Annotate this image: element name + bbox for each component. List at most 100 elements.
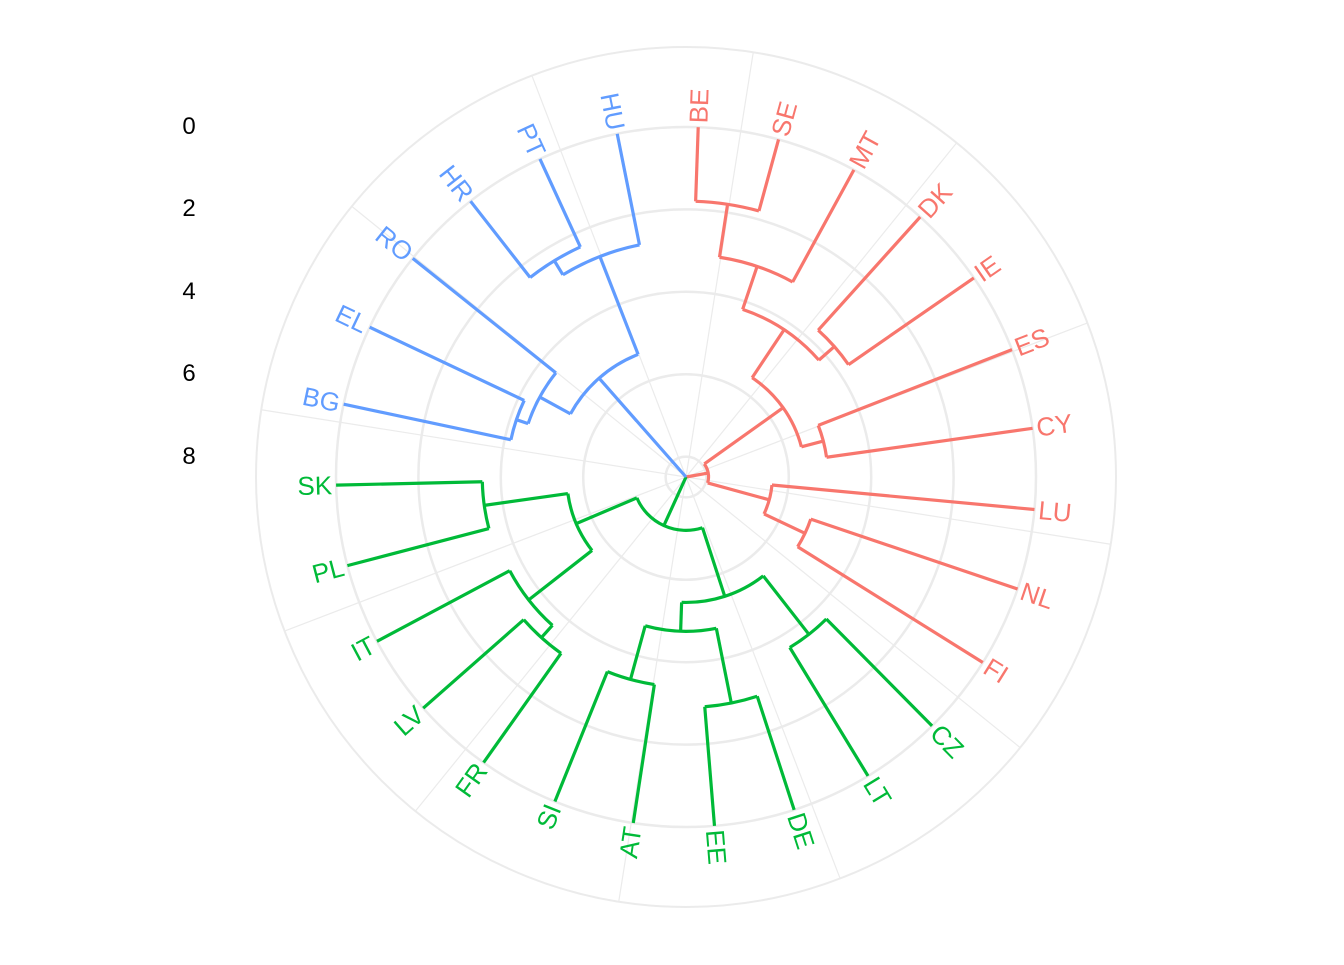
branch-arc <box>751 376 803 448</box>
branch-radial <box>484 492 569 507</box>
radial-axis-label: 6 <box>182 360 196 388</box>
branch-radial <box>540 624 554 639</box>
branch-radial <box>791 169 856 283</box>
leaf-label-ie: IE <box>969 249 1006 288</box>
leaf-label-fi: FI <box>978 652 1013 690</box>
branch-radial <box>343 402 512 442</box>
branch-radial <box>336 480 483 487</box>
grid-ring <box>664 455 708 499</box>
branch-radial <box>515 418 529 426</box>
grid-spoke <box>261 409 687 478</box>
branch-radial <box>761 574 811 636</box>
branch-radial <box>422 618 525 710</box>
branch-arc <box>719 255 794 284</box>
branch-radial <box>707 481 770 502</box>
branch-radial <box>826 426 1033 459</box>
branch-arc <box>522 618 562 655</box>
branch-arc <box>509 399 526 441</box>
branch-radial <box>597 377 688 479</box>
branch-radial <box>771 483 1035 512</box>
branch-radial <box>469 200 532 279</box>
branch-arc <box>526 371 558 425</box>
branch-arc <box>702 463 711 484</box>
leaf-label-pl: PL <box>309 552 347 589</box>
branch-arc <box>762 484 774 515</box>
grid-spoke <box>685 142 958 478</box>
branch-radial <box>552 259 565 276</box>
branch-radial <box>825 617 934 728</box>
leaf-label-hu: HU <box>594 90 631 133</box>
leaf-label-cy: CY <box>1034 408 1074 443</box>
branch-arc <box>796 518 813 548</box>
grid-ring <box>334 125 1038 829</box>
radial-axis-label: 0 <box>182 113 196 140</box>
branch-arc <box>644 624 717 633</box>
branch-radial <box>741 265 759 310</box>
branch-arc <box>529 245 582 279</box>
branch-radial <box>662 476 688 527</box>
branch-radial <box>757 139 781 212</box>
branch-radial <box>717 204 730 258</box>
leaf-label-se: SE <box>765 98 803 139</box>
leaf-label-be: BE <box>683 88 714 124</box>
branch-arc <box>817 328 850 366</box>
branch-radial <box>703 706 717 826</box>
branch-radial <box>714 627 733 704</box>
branch-radial <box>817 348 1013 427</box>
branch-radial <box>817 215 922 332</box>
leaf-label-at: AT <box>613 825 647 861</box>
grid-spoke <box>284 476 687 632</box>
branch-radial <box>685 471 709 479</box>
branch-radial <box>800 439 824 449</box>
branch-arc <box>681 574 765 604</box>
radial-axis-label: 2 <box>182 195 196 223</box>
dendrogram-branches <box>336 127 1035 826</box>
leaf-label-es: ES <box>1010 322 1053 363</box>
leaf-label-de: DE <box>781 809 821 853</box>
grid-spoke <box>685 476 1111 545</box>
branch-radial <box>763 512 806 535</box>
branch-radial <box>482 652 563 764</box>
branch-radial <box>679 602 684 632</box>
branch-radial <box>817 345 836 362</box>
branch-arc <box>695 199 760 213</box>
branch-radial <box>694 127 700 202</box>
grid-ring <box>581 372 791 582</box>
leaf-label-it: IT <box>346 630 381 667</box>
branch-arc <box>606 670 655 687</box>
radial-axis-label: 4 <box>182 277 196 305</box>
branch-radial <box>539 395 572 416</box>
branch-arc <box>788 617 828 649</box>
branch-radial <box>700 527 727 597</box>
branch-radial <box>750 328 786 379</box>
grid-spoke <box>685 476 841 879</box>
branch-radial <box>628 625 647 680</box>
branch-radial <box>411 257 557 375</box>
branch-radial <box>810 517 1019 591</box>
grid-ring-outer <box>255 46 1117 908</box>
leaf-label-lu: LU <box>1037 495 1073 528</box>
branch-arc <box>569 352 639 415</box>
branch-radial <box>788 646 870 777</box>
branch-radial <box>615 133 642 246</box>
branch-radial <box>703 406 785 466</box>
branch-radial <box>346 527 490 568</box>
branch-radial <box>796 545 984 664</box>
radial-axis-label: 8 <box>182 442 196 470</box>
branch-radial <box>755 695 796 811</box>
branch-arc <box>704 694 758 709</box>
branch-radial <box>598 255 640 355</box>
grid-spoke <box>685 476 1021 749</box>
branch-radial <box>376 569 511 643</box>
branch-radial <box>553 671 609 803</box>
branch-radial <box>631 684 656 824</box>
leaf-label-nl: NL <box>1017 576 1058 615</box>
branch-radial <box>538 158 582 248</box>
branch-radial <box>368 325 525 402</box>
leaf-label-ee: EE <box>700 829 733 866</box>
grid-ring <box>499 290 873 664</box>
branch-arc <box>742 307 821 362</box>
branch-radial <box>575 496 638 526</box>
branch-arc <box>635 497 703 532</box>
